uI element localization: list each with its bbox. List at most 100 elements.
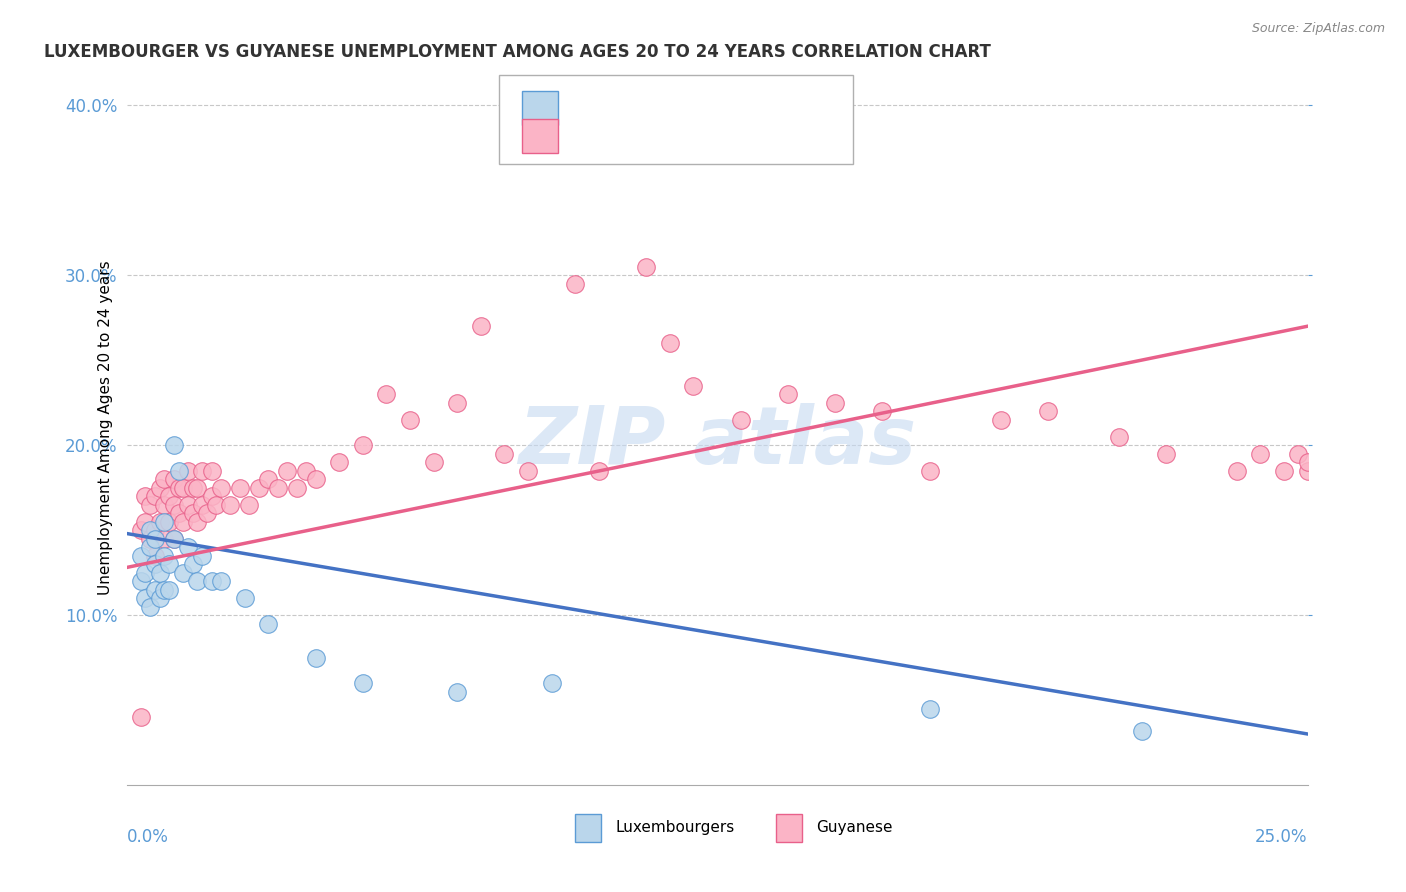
Point: [658, 336, 681, 351]
Point: [149, 515, 172, 529]
Point: [229, 481, 252, 495]
Point: [149, 591, 172, 605]
Point: [247, 481, 270, 495]
Point: [153, 582, 176, 597]
Point: [181, 506, 204, 520]
Point: [157, 557, 180, 571]
Text: R =  0.344   N = 75: R = 0.344 N = 75: [575, 128, 765, 145]
Point: [191, 549, 214, 563]
FancyBboxPatch shape: [776, 814, 801, 842]
Point: [1296, 455, 1319, 469]
Point: [157, 489, 180, 503]
Point: [564, 277, 586, 291]
Point: [153, 498, 176, 512]
Point: [285, 481, 308, 495]
Point: [209, 481, 232, 495]
Point: [824, 395, 846, 409]
Point: [1286, 447, 1309, 461]
Point: [129, 523, 152, 537]
Point: [172, 515, 194, 529]
Text: Guyanese: Guyanese: [817, 821, 893, 835]
Point: [153, 472, 176, 486]
Point: [470, 319, 492, 334]
Point: [682, 378, 704, 392]
Point: [149, 566, 172, 580]
Point: [517, 464, 540, 478]
Point: [200, 574, 222, 588]
Point: [181, 557, 204, 571]
Point: [1272, 464, 1295, 478]
Point: [1036, 404, 1059, 418]
Point: [186, 515, 208, 529]
Point: [352, 438, 374, 452]
Point: [134, 515, 156, 529]
Point: [143, 532, 166, 546]
Point: [139, 523, 162, 537]
Point: [918, 701, 941, 715]
Point: [205, 498, 228, 512]
Point: [328, 455, 350, 469]
Point: [134, 566, 156, 580]
Point: [129, 574, 152, 588]
Point: [143, 549, 166, 563]
Point: [257, 616, 280, 631]
Point: [636, 260, 658, 274]
Point: [1249, 447, 1271, 461]
Point: [540, 676, 562, 690]
Point: [776, 387, 799, 401]
Point: [134, 591, 156, 605]
Point: [872, 404, 894, 418]
Point: [918, 464, 941, 478]
Point: [375, 387, 398, 401]
Point: [163, 498, 186, 512]
Point: [446, 395, 468, 409]
Point: [143, 557, 166, 571]
Point: [267, 481, 290, 495]
Point: [422, 455, 444, 469]
Point: [295, 464, 318, 478]
Point: [134, 489, 156, 503]
Point: [399, 412, 422, 426]
Text: Source: ZipAtlas.com: Source: ZipAtlas.com: [1251, 22, 1385, 36]
Point: [276, 464, 298, 478]
Point: [181, 481, 204, 495]
Point: [1296, 464, 1319, 478]
Point: [143, 489, 166, 503]
Point: [1154, 447, 1177, 461]
Point: [143, 582, 166, 597]
Point: [494, 447, 516, 461]
Point: [200, 464, 222, 478]
Point: [177, 464, 200, 478]
Point: [304, 472, 326, 486]
Point: [139, 498, 162, 512]
Point: [163, 532, 186, 546]
Point: [167, 464, 190, 478]
Point: [143, 523, 166, 537]
Point: [186, 574, 208, 588]
Point: [153, 515, 176, 529]
Point: [153, 532, 176, 546]
Point: [257, 472, 280, 486]
Point: [1130, 723, 1153, 738]
Text: Luxembourgers: Luxembourgers: [616, 821, 735, 835]
Point: [163, 532, 186, 546]
FancyBboxPatch shape: [522, 91, 558, 125]
Point: [172, 566, 194, 580]
FancyBboxPatch shape: [499, 75, 853, 164]
Text: ZIP atlas: ZIP atlas: [517, 403, 917, 482]
Point: [149, 481, 172, 495]
Point: [177, 540, 200, 554]
Point: [238, 498, 260, 512]
Point: [139, 599, 162, 614]
Point: [139, 532, 162, 546]
Point: [1226, 464, 1249, 478]
Point: [163, 472, 186, 486]
Point: [990, 412, 1012, 426]
Text: 25.0%: 25.0%: [1256, 828, 1308, 846]
Point: [446, 684, 468, 698]
Y-axis label: Unemployment Among Ages 20 to 24 years: Unemployment Among Ages 20 to 24 years: [97, 260, 112, 596]
Point: [200, 489, 222, 503]
Point: [172, 481, 194, 495]
Point: [153, 549, 176, 563]
Point: [177, 498, 200, 512]
